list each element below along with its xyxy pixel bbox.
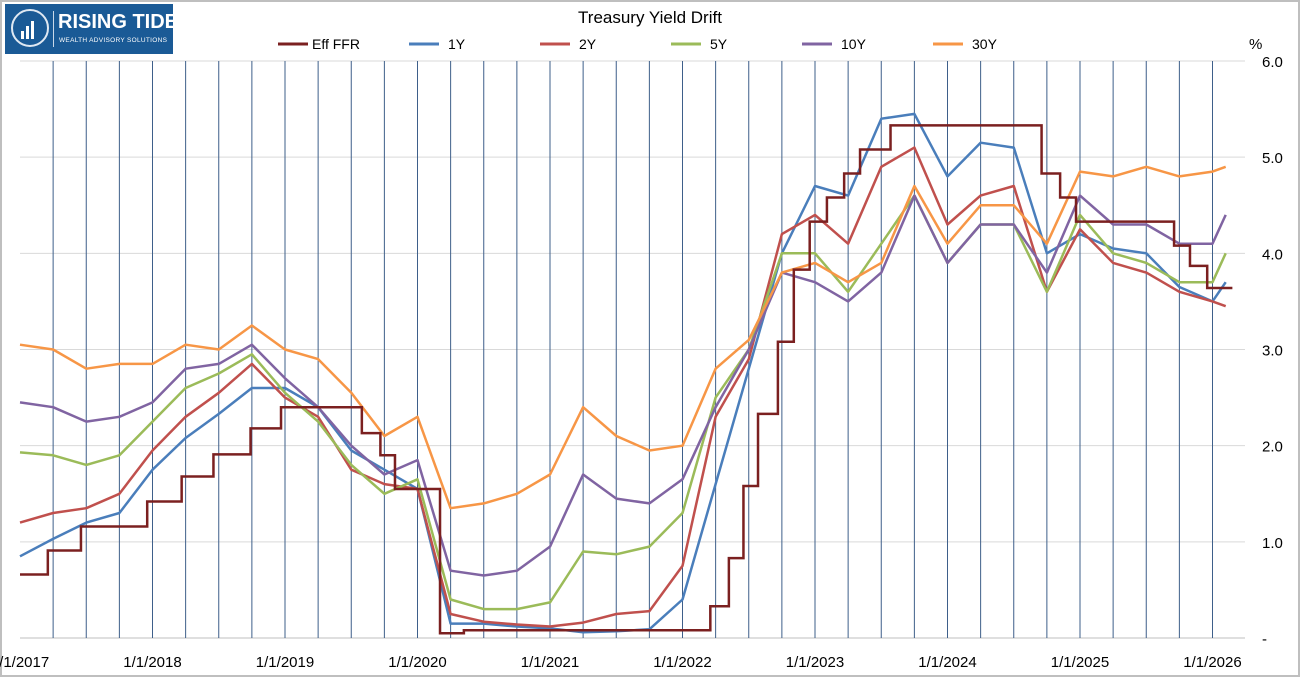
x-tick-label: 1/1/2020 (388, 654, 446, 671)
y-tick-label: 1.0 (1262, 535, 1283, 552)
logo-tagline: WEALTH ADVISORY SOLUTIONS (59, 37, 168, 44)
series-line-5y (19, 194, 1227, 611)
series-line-1y (19, 112, 1227, 634)
chart-title: Treasury Yield Drift (578, 8, 722, 27)
x-tick-label: 1/1/2024 (918, 654, 976, 671)
y-tick-label: 3.0 (1262, 343, 1283, 360)
legend-label: 1Y (448, 36, 466, 52)
series-line-eff-ffr (20, 124, 1233, 635)
x-tick-label: 1/1/2025 (1051, 654, 1109, 671)
x-tick-label: 1/1/2023 (786, 654, 844, 671)
legend-label: 2Y (579, 36, 597, 52)
y-tick-label: 5.0 (1262, 150, 1283, 167)
logo-bars-icon (21, 21, 36, 39)
x-tick-label: 1/1/2018 (123, 654, 181, 671)
legend-label: 30Y (972, 36, 998, 52)
logo-name: RISING TIDE (58, 11, 179, 33)
y-tick-label: 4.0 (1262, 246, 1283, 263)
legend-label: 5Y (710, 36, 728, 52)
y-tick-label: 6.0 (1262, 54, 1283, 71)
x-tick-label: 1/1/2017 (0, 654, 49, 671)
y-tick-label: 2.0 (1262, 439, 1283, 456)
rising-tide-logo: RISING TIDE WEALTH ADVISORY SOLUTIONS (5, 4, 178, 54)
series-line-10y (19, 194, 1227, 577)
x-tick-label: 1/1/2021 (521, 654, 579, 671)
series-line-30y (19, 165, 1227, 510)
y-tick-label: - (1262, 631, 1267, 648)
legend-label: Eff FFR (312, 36, 360, 52)
legend-label: 10Y (841, 36, 867, 52)
y-axis-label: % (1249, 36, 1262, 53)
x-tick-label: 1/1/2022 (653, 654, 711, 671)
logo-wave-icon (11, 9, 49, 47)
x-tick-label: 1/1/2026 (1183, 654, 1241, 671)
series-line-2y (19, 146, 1227, 628)
x-tick-label: 1/1/2019 (256, 654, 314, 671)
